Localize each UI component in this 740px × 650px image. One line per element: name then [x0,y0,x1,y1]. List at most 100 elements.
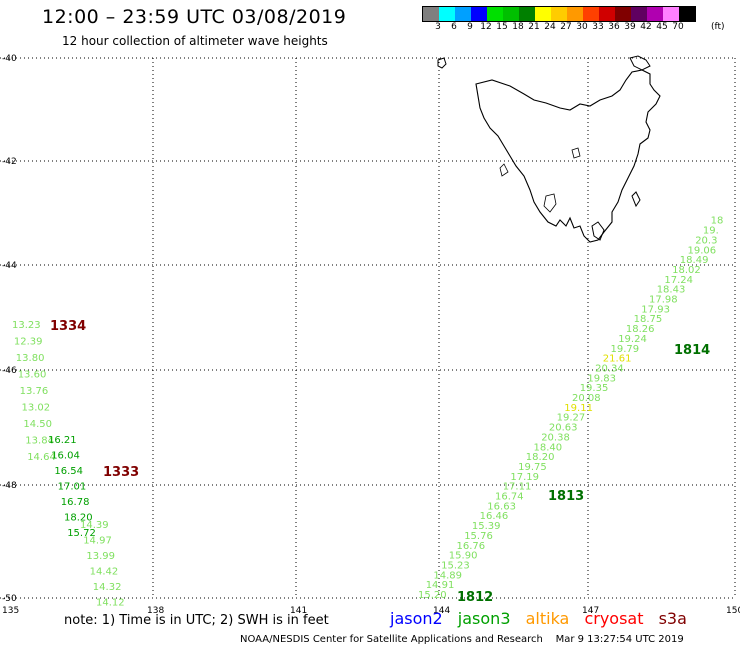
wave-height-value: 19.27 [557,413,586,424]
lake-1 [571,147,581,159]
wave-height-value: 18.49 [680,255,709,266]
wave-height-value: 14.97 [83,536,112,547]
legend-label: 27 [560,22,572,32]
footer-source: NOAA/NESDIS Center for Satellite Applica… [240,634,543,645]
wave-height-value: 14.39 [80,520,109,531]
pass-id-label: 1333 [103,465,139,480]
page-subtitle: 12 hour collection of altimeter wave hei… [62,34,328,48]
wave-height-value: 16.63 [487,501,516,512]
wave-height-value: 18 [711,216,724,227]
wave-height-value: 13.60 [18,370,47,381]
bruny-island [591,221,605,241]
wave-height-value: 18.02 [672,265,701,276]
pass-id-label: 1814 [674,343,710,358]
wave-height-value: 20.38 [541,432,570,443]
color-legend-labels: 3 6 9 12 15 18 21 24 27 30 33 36 39 42 45 70 [422,22,740,36]
wave-height-value: 14.89 [433,570,462,581]
wave-height-value: 14.91 [426,580,455,591]
lat-tick-label: -46 [2,366,17,376]
legend-label: 70 [672,22,684,32]
wave-height-value: 14.32 [93,582,122,593]
wave-height-value: 13.23 [12,320,41,331]
wave-height-value: 15.20 [418,590,447,601]
wave-height-value: 14.50 [23,419,52,430]
wave-height-value: 20.3 [695,235,717,246]
wave-height-value: 19.06 [688,245,717,256]
lat-tick-label: -48 [2,481,17,491]
legend-swatch [519,7,535,21]
lon-tick-label: 135 [2,606,19,616]
wave-height-value: 18.43 [657,285,686,296]
tasmania-main-island [475,69,661,243]
satellite-jason2: jason2 [390,609,443,628]
legend-label: 33 [592,22,604,32]
wave-height-value: 18.20 [64,513,93,524]
wave-height-value: 14.12 [96,598,125,609]
legend-swatch [663,7,679,21]
lake-2 [543,193,557,213]
wave-height-value: 16.78 [61,497,90,508]
wave-height-value: 16.54 [54,466,83,477]
maria-island [631,191,641,208]
legend-swatch [455,7,471,21]
wave-height-value: 16.74 [495,492,524,503]
page-title: 12:00 – 23:59 UTC 03/08/2019 [42,6,347,28]
wave-height-value: 17.98 [649,295,678,306]
wave-height-value: 15.72 [67,528,96,539]
wave-height-value: 12.39 [14,337,43,348]
wave-height-value: 15.76 [464,531,493,542]
wave-height-value: 16.21 [48,435,77,446]
lon-tick-label: 138 [147,606,164,616]
wave-height-value: 20.08 [572,393,601,404]
legend-label: 9 [467,22,473,32]
wave-height-value: 17.01 [58,482,87,493]
lon-tick-label: 141 [290,606,307,616]
wave-height-value: 18.75 [634,314,663,325]
axis-labels: 135 138 141 144 147 150 -40 -42 -44 -46 -48 -50 [2,54,740,616]
wave-height-value: 13.80 [16,353,45,364]
wave-height-value: 19.79 [611,344,640,355]
legend-label: 39 [624,22,636,32]
lon-tick-label: 147 [582,606,599,616]
footer: NOAA/NESDIS Center for Satellite Applica… [240,634,684,645]
lat-tick-label: -42 [2,157,17,167]
legend-label: 42 [640,22,652,32]
satellite-altika: altika [525,609,570,628]
wave-height-value: 15.90 [449,551,478,562]
wave-height-value: 14.42 [90,567,119,578]
wave-height-value: 13.02 [22,403,51,414]
legend-swatch [631,7,647,21]
pass-id-label: 1813 [548,489,584,504]
wave-height-value: 13.76 [20,386,49,397]
legend-swatch [679,7,695,21]
legend-label: 36 [608,22,620,32]
pass-id-label: 1812 [457,590,493,605]
legend-swatch [503,7,519,21]
wave-height-value: 13.99 [86,551,115,562]
wave-height-value: 17.19 [510,472,539,483]
wave-height-value: 18.26 [626,324,655,335]
units-note: note: 1) Time is in UTC; 2) SWH is in fe… [64,613,329,628]
legend-label: 6 [451,22,457,32]
legend-swatch [647,7,663,21]
legend-label: 21 [528,22,540,32]
legend-swatch [423,7,439,21]
legend-swatch [535,7,551,21]
altimeter-tracks: 13.23 12.39 13.80 13.60 13.76 13.02 14.50 13.84… [12,216,723,609]
pass-id-label: 1334 [50,319,86,334]
legend-label: 18 [512,22,524,32]
lat-lon-grid [0,57,736,599]
legend-label: 24 [544,22,556,32]
satellite-cryosat: cryosat [584,609,644,628]
legend-label: 15 [496,22,508,32]
satellite-s3a: s3a [658,609,687,628]
satellite-legend: jason2 jason3 altika cryosat s3a [390,609,697,628]
lat-tick-label: -50 [2,594,17,604]
wave-height-value: 19.35 [580,383,609,394]
legend-label: 45 [656,22,668,32]
wave-height-value: 13.84 [25,436,54,447]
legend-label: 12 [480,22,492,32]
legend-swatch [439,7,455,21]
